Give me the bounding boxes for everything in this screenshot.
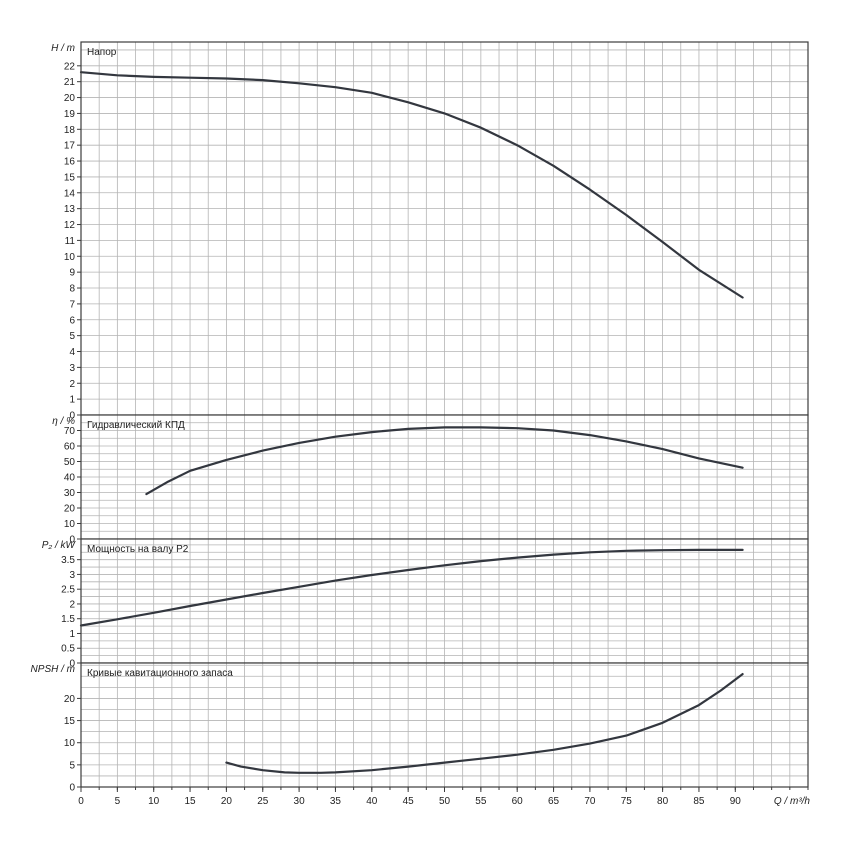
y-tick-label: 1	[69, 629, 75, 640]
x-axis: 0 5 10 15 20 25 30 35 40 45 50 55 60 65 70 75 80 85 90 Q / …	[78, 787, 810, 807]
series-line-head	[79, 71, 744, 299]
y-tick-label: 0	[69, 535, 75, 546]
x-tick-label: 5	[115, 796, 121, 807]
y-tick-label: 20	[64, 694, 76, 705]
y-tick-label: 5	[69, 760, 75, 771]
y-axis-label: P₂ / kW	[42, 540, 77, 551]
y-tick-label: 22	[64, 61, 76, 72]
series-line-npsh	[225, 673, 744, 774]
y-tick-label: 20	[64, 504, 76, 515]
y-tick-label: 0	[69, 659, 75, 670]
y-tick-label: 12	[64, 220, 76, 231]
y-tick-label: 21	[64, 77, 76, 88]
y-axis-label: NPSH / m	[31, 664, 75, 675]
y-tick-label: 19	[64, 109, 76, 120]
y-tick-label: 50	[64, 457, 76, 468]
y-tick-label: 70	[64, 426, 76, 437]
x-tick-label: 80	[657, 796, 669, 807]
panel-power: 0 0.5 1 1.5 2 2.5 3 3.5 Мощность на валу P2 P₂ / …	[42, 538, 809, 670]
y-tick-label: 5	[69, 331, 75, 342]
x-tick-label: 70	[584, 796, 596, 807]
panel-title: Мощность на валу P2	[87, 544, 189, 555]
y-tick-label: 1.5	[61, 614, 75, 625]
series-line-power	[79, 548, 744, 627]
y-tick-label: 4	[69, 347, 75, 358]
y-tick-label: 17	[64, 141, 76, 152]
x-tick-label: 15	[184, 796, 196, 807]
y-axis-label: η / %	[52, 416, 75, 427]
y-tick-label: 11	[65, 236, 76, 247]
grid-lines	[81, 663, 808, 787]
x-tick-label: 45	[403, 796, 415, 807]
y-tick-label: 2.5	[61, 585, 75, 596]
x-tick-label: 75	[621, 796, 633, 807]
x-tick-label: 35	[330, 796, 342, 807]
x-tick-label: 65	[548, 796, 560, 807]
y-tick-label: 40	[64, 473, 76, 484]
x-tick-label: 20	[221, 796, 233, 807]
grid-lines	[81, 539, 808, 663]
y-tick-label: 3	[69, 570, 75, 581]
x-tick-label: 50	[439, 796, 451, 807]
x-tick-label: 85	[693, 796, 705, 807]
y-tick-label: 15	[64, 716, 76, 727]
y-tick-label: 8	[69, 284, 75, 295]
y-tick-label: 2	[69, 379, 75, 390]
panel-efficiency: 0 10 20 30 40 50 60 70 Гидравлический КПД η / %	[52, 414, 809, 546]
y-tick-label: 9	[69, 268, 75, 279]
y-tick-label: 6	[69, 315, 75, 326]
y-tick-label: 3	[69, 363, 75, 374]
y-tick-label: 15	[64, 172, 76, 183]
x-tick-label: 25	[257, 796, 269, 807]
series-line-efficiency	[145, 426, 744, 496]
y-tick-label: 10	[64, 519, 76, 530]
x-tick-label: 0	[78, 796, 84, 807]
panel-title: Кривые кавитационного запаса	[87, 668, 233, 679]
x-tick-label: 40	[366, 796, 378, 807]
panel-title: Напор	[87, 47, 117, 58]
y-tick-label: 0	[69, 411, 75, 422]
y-tick-label: 60	[64, 442, 76, 453]
y-tick-label: 30	[64, 488, 76, 499]
y-tick-label: 3.5	[61, 555, 75, 566]
y-tick-label: 1	[69, 395, 75, 406]
y-tick-label: 14	[64, 188, 76, 199]
x-tick-label: 30	[294, 796, 306, 807]
y-tick-label: 13	[64, 204, 76, 215]
y-axis-label: H / m	[51, 43, 75, 54]
x-tick-label: 55	[475, 796, 487, 807]
x-tick-label: 90	[730, 796, 742, 807]
y-tick-label: 0	[69, 783, 75, 794]
x-tick-label: 10	[148, 796, 160, 807]
y-tick-label: 18	[64, 125, 76, 136]
y-tick-label: 2	[69, 599, 75, 610]
panel-title: Гидравлический КПД	[87, 420, 185, 431]
y-tick-label: 0.5	[61, 644, 75, 655]
y-tick-label: 16	[64, 157, 76, 168]
x-axis-label: Q / m³/h	[774, 796, 811, 807]
y-tick-label: 7	[69, 299, 75, 310]
y-tick-label: 20	[64, 93, 76, 104]
y-tick-label: 10	[64, 738, 76, 749]
y-tick-label: 10	[64, 252, 76, 263]
panel-head: 012345678910111213141516171819202122Напо…	[51, 41, 809, 422]
x-tick-label: 60	[512, 796, 524, 807]
panel-npsh: 0 5 10 15 20 Кривые кавитационного запаса NPSH…	[31, 662, 809, 794]
grid-lines	[81, 415, 808, 539]
grid-lines	[81, 42, 808, 415]
